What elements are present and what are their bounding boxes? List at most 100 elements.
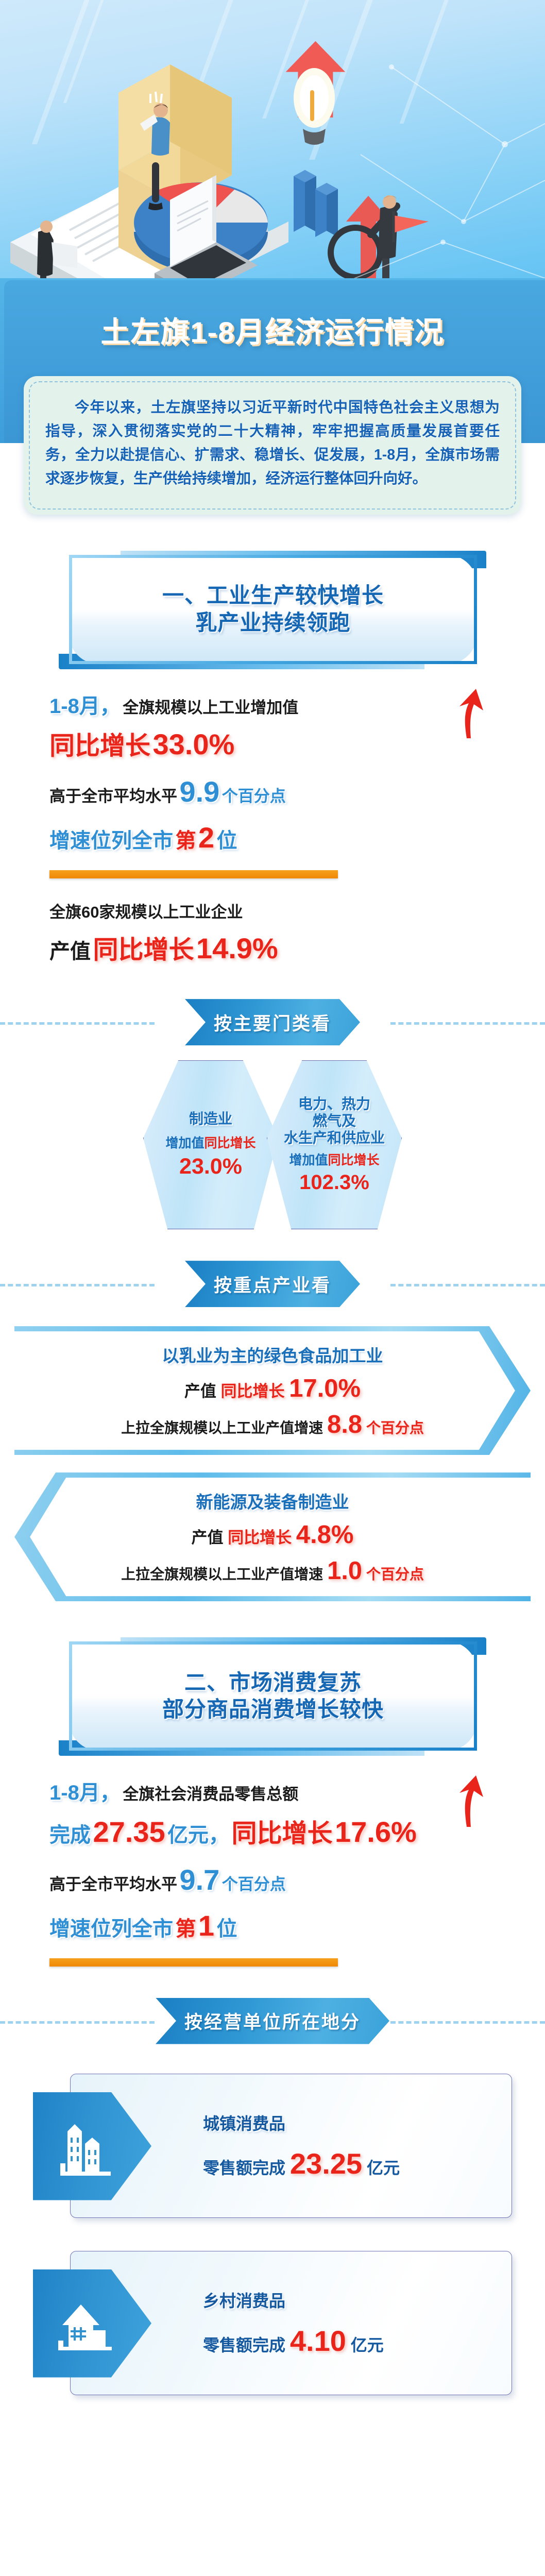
hex2-sub-red: 同比增长 [328,1153,380,1168]
hexagon-shape [267,1060,402,1230]
c-stat-rank-value: 1 [198,1909,215,1942]
network-dots [389,64,508,245]
stat1-above-avg-value: 9.9 [179,775,220,808]
stat2-line1: 全旗60家规模以上工业企业 [49,903,243,922]
urban-card-line2-pre: 零售额完成 [203,2159,286,2177]
bar-cluster-icon [294,170,338,237]
arrow2-title: 新能源及装备制造业 [196,1493,349,1512]
consumption-stat-block: 1-8月， 全旗社会消费品零售总额 完成 27.35 亿元， 同比增长 17.6… [49,1775,496,1967]
urban-card-unit: 亿元 [366,2159,400,2177]
arrow1-line3-value: 8.8 [327,1411,363,1439]
badge-row-category: 按主要门类看 [0,997,545,1047]
stat1-rank-label: 第 [175,829,196,853]
c-stat-above-avg-pre: 高于全市平均水平 [49,1875,177,1893]
rural-card-line1: 乡村消费品 [203,2292,286,2310]
card-text: 乡村消费品 零售额完成 4.10 亿元 [203,2246,500,2400]
card-frame [70,2073,512,2218]
badge-by-key-industry-label: 按重点产业看 [213,1275,331,1296]
intro-card-inner: 今年以来，土左旗坚持以习近平新时代中国特色社会主义思想为指导，深入贯彻落实党的二… [29,381,516,510]
c-stat-lead: 全旗社会消费品零售总额 [123,1785,299,1804]
badge-row-location: 按经营单位所在地分 [0,1996,545,2046]
arrow1-title: 以乳业为主的绿色食品加工业 [162,1346,383,1366]
c-stat-amount: 27.35 [93,1816,165,1849]
arrow1-line3-pre: 上拉全旗规模以上工业产值增速 [121,1420,323,1436]
hexagon-pair: 制造业 增加值同比增长 23.0% 电力、热力 燃气及 水生产和供应业 增加值同… [21,1060,524,1230]
icon-card-urban: 城镇消费品 零售额完成 23.25 亿元 [33,2069,512,2223]
hex2-value: 102.3% [299,1171,369,1194]
rural-card-unit: 亿元 [350,2336,384,2354]
stat1-above-avg-post: 个百分点 [222,787,286,806]
rocket-arrow-icon [346,196,390,309]
urban-card-line1: 城镇消费品 [203,2114,286,2133]
c-stat-above-avg-value: 9.7 [179,1863,220,1896]
hexagon-utilities: 电力、热力 燃气及 水生产和供应业 增加值同比增长 102.3% [267,1060,402,1230]
hex1-title: 制造业 [189,1111,232,1127]
arrow1-line2-value: 17.0% [289,1375,361,1403]
stat1-growth-value: 33.0% [152,727,235,760]
c-stat-growth-value: 17.6% [334,1816,417,1849]
hex2-title-line1: 电力、热力 [298,1096,370,1112]
arrow1-line2-pre: 产值 [184,1382,216,1401]
lightbulb-icon [294,68,335,145]
c-stat-rank-pre: 增速位列全市 [49,1917,173,1940]
hex1-value: 23.0% [179,1154,242,1179]
badge-row-industry: 按重点产业看 [0,1259,545,1309]
section2-heading-banner: 二、市场消费复苏 部分商品消费增长较快 [59,1637,486,1756]
industry-stat-block-2: 全旗60家规模以上工业企业 产值 同比增长 14.9% [49,902,496,968]
hexagon-shape [143,1060,278,1230]
badge-by-location-label: 按经营单位所在地分 [184,2012,361,2032]
c-stat-rank-label: 第 [175,1917,196,1940]
stat2-growth-label: 同比增长 [93,936,194,964]
c-stat-above-avg-post: 个百分点 [222,1875,286,1893]
section1-heading-line2: 乳产业持续领跑 [195,610,351,635]
arrow2-line3-pre: 上拉全旗规模以上工业产值增速 [121,1566,323,1583]
c-stat-growth-label: 同比增长 [231,1820,333,1848]
c-stat-period: 1-8月， [49,1782,121,1805]
c-stat-complete-pre: 完成 [49,1824,91,1847]
arrow2-line3-post: 个百分点 [366,1566,424,1583]
title-area: 土左旗1-8月经济运行情况 [0,309,545,351]
isometric-illustration [10,41,545,309]
arrow2-line3-value: 1.0 [327,1557,363,1585]
infographic-page: 土左旗1-8月经济运行情况 今年以来，土左旗坚持以习近平新时代中国特色社会主义思… [0,0,545,2400]
badge-by-key-industry[interactable]: 按重点产业看 [185,1261,360,1307]
intro-card: 今年以来，土左旗坚持以习近平新时代中国特色社会主义思想为指导，深入贯彻落实党的二… [24,376,521,515]
banner-frame: 二、市场消费复苏 部分商品消费增长较快 [69,1641,477,1751]
icon-card-rural: 乡村消费品 零售额完成 4.10 亿元 [33,2246,512,2400]
page-title: 土左旗1-8月经济运行情况 [100,316,445,348]
stat1-above-avg-pre: 高于全市平均水平 [49,787,177,806]
badge-by-location[interactable]: 按经营单位所在地分 [156,1998,389,2044]
stat1-period: 1-8月， [49,694,121,718]
rural-card-value: 4.10 [289,2325,346,2357]
c-stat-rank-post: 位 [216,1917,237,1940]
arrow-card-dairy: 以乳业为主的绿色食品加工业 产值 同比增长 17.0% 上拉全旗规模以上工业产值… [14,1326,531,1455]
arrow1-line2-label: 同比增长 [220,1382,285,1401]
arrow2-line2-label: 同比增长 [228,1529,292,1547]
stat1-rank-value: 2 [198,821,215,854]
hex2-title-line2: 燃气及 [312,1113,356,1129]
orange-divider [49,1958,338,1967]
section1-heading-line1: 一、工业生产较快增长 [162,583,384,608]
arrow2-line2-pre: 产值 [191,1529,224,1547]
hex1-sub-plain: 增加值 [165,1136,205,1151]
industry-stat-block-1: 1-8月， 全旗规模以上工业增加值 同比增长 33.0% 高于全市平均水平 9.… [49,688,496,879]
c-stat-amount-unit: 亿元， [167,1824,230,1847]
intro-paragraph: 今年以来，土左旗坚持以习近平新时代中国特色社会主义思想为指导，深入贯彻落实党的二… [45,399,500,487]
hexagon-manufacturing: 制造业 增加值同比增长 23.0% [143,1060,278,1230]
stat1-growth-label: 同比增长 [49,732,151,760]
stat2-growth-value: 14.9% [196,932,278,965]
hex2-title-line3: 水生产和供应业 [283,1130,385,1146]
stat1-rank-post: 位 [216,829,237,853]
arrow2-line2-value: 4.8% [296,1521,354,1549]
section1-heading-banner: 一、工业生产较快增长 乳产业持续领跑 [59,550,486,669]
badge-by-category-label: 按主要门类看 [213,1013,331,1034]
badge-by-category[interactable]: 按主要门类看 [185,999,360,1045]
section2-heading-line2: 部分商品消费增长较快 [162,1697,384,1722]
section2-heading-line1: 二、市场消费复苏 [184,1670,362,1694]
banner-frame: 一、工业生产较快增长 乳产业持续领跑 [69,554,477,664]
stat1-rank-pre: 增速位列全市 [49,829,173,853]
stat1-lead: 全旗规模以上工业增加值 [123,698,299,717]
hex1-sub-red: 同比增长 [204,1136,256,1151]
card-text: 城镇消费品 零售额完成 23.25 亿元 [203,2069,500,2223]
arrow1-line3-post: 个百分点 [366,1420,424,1436]
